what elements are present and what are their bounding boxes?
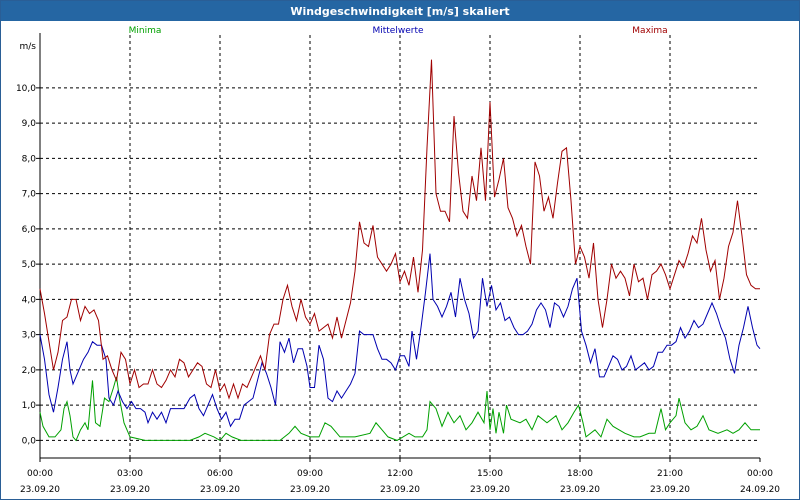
y-tick-label: 9,0 bbox=[22, 119, 37, 129]
x-tick-date-label: 24.09.20 bbox=[740, 485, 780, 495]
y-tick-label: 6,0 bbox=[22, 225, 37, 235]
series-line-mittelwerte bbox=[39, 253, 761, 428]
y-tick-label: 5,0 bbox=[22, 260, 37, 270]
x-tick-date-label: 23.09.20 bbox=[380, 485, 420, 495]
x-tick-date-label: 23.09.20 bbox=[200, 485, 240, 495]
x-tick-time-label: 09:00 bbox=[297, 469, 323, 479]
x-tick-date-label: 23.09.20 bbox=[650, 485, 690, 495]
x-tick-time-label: 06:00 bbox=[207, 469, 233, 479]
y-tick-label: 0,0 bbox=[22, 436, 37, 446]
x-tick-time-label: 03:00 bbox=[117, 469, 143, 479]
series-line-maxima bbox=[39, 59, 760, 400]
x-tick-date-label: 23.09.20 bbox=[560, 485, 600, 495]
x-tick-time-label: 00:00 bbox=[747, 469, 773, 479]
x-tick-time-label: 00:00 bbox=[27, 469, 53, 479]
y-tick-label: 3,0 bbox=[22, 331, 37, 341]
series-line-minima bbox=[39, 376, 760, 442]
y-tick-label: 7,0 bbox=[22, 190, 37, 200]
x-tick-date-label: 23.09.20 bbox=[470, 485, 510, 495]
x-tick-date-label: 23.09.20 bbox=[110, 485, 150, 495]
grid bbox=[40, 35, 760, 458]
x-tick-time-label: 12:00 bbox=[387, 469, 413, 479]
axes: 0,0 1,0 2,0 3,0 4,0 5,0 6,0 7,0 8,0 9,0 10,0 m/s 00:… bbox=[16, 33, 780, 495]
series-lines bbox=[39, 59, 761, 442]
y-tick-label: 8,0 bbox=[22, 154, 37, 164]
legend-label-mittelwerte: Mittelwerte bbox=[372, 26, 423, 36]
x-tick-date-label: 23.09.20 bbox=[20, 485, 60, 495]
y-tick-label: 2,0 bbox=[22, 366, 37, 376]
x-tick-date-label: 23.09.20 bbox=[290, 485, 330, 495]
y-axis-unit-label: m/s bbox=[20, 42, 37, 52]
legend-label-minima: Minima bbox=[129, 26, 162, 36]
window-title: Windgeschwindigkeit [m/s] skaliert bbox=[1, 1, 799, 21]
x-tick-time-label: 18:00 bbox=[567, 469, 593, 479]
x-tick-time-label: 21:00 bbox=[657, 469, 683, 479]
legend: Minima Mittelwerte Maxima bbox=[129, 26, 668, 36]
x-tick-time-label: 15:00 bbox=[477, 469, 503, 479]
y-tick-label: 1,0 bbox=[22, 401, 37, 411]
legend-label-maxima: Maxima bbox=[632, 26, 667, 36]
y-tick-label: 10,0 bbox=[16, 84, 36, 94]
y-tick-label: 4,0 bbox=[22, 295, 37, 305]
